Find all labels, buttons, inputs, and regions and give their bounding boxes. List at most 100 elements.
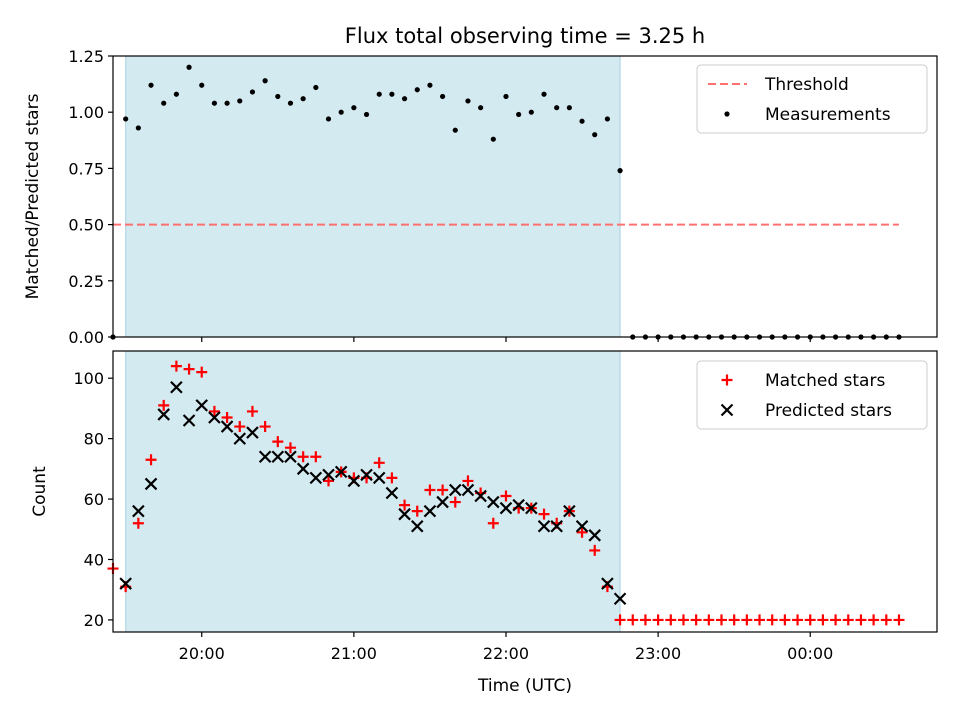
predicted-star-marker	[499, 501, 513, 515]
matched-star-marker	[842, 614, 854, 626]
legend-swatch	[720, 403, 734, 417]
matched-star-marker	[677, 614, 689, 626]
matched-star-marker	[639, 614, 651, 626]
measurement-point	[186, 64, 192, 70]
matched-star-marker	[500, 490, 512, 502]
matched-star-marker	[715, 614, 727, 626]
matched-star-marker	[703, 614, 715, 626]
matched-star-marker	[804, 614, 816, 626]
x-tick-label: 21:00	[331, 644, 377, 663]
measurement-point	[440, 93, 446, 100]
matched-star-marker	[538, 508, 550, 520]
matched-star-marker	[145, 454, 157, 466]
measurement-point	[325, 116, 332, 122]
predicted-star-marker	[436, 495, 449, 509]
matched-star-marker	[779, 614, 791, 626]
y-tick-label: 1.25	[68, 47, 104, 66]
matched-star-marker	[208, 405, 220, 417]
measurement-point	[338, 109, 344, 115]
matched-star-marker	[576, 526, 588, 538]
predicted-star-marker	[157, 408, 170, 421]
matched-star-marker	[310, 451, 322, 463]
predicted-star-marker	[537, 519, 551, 533]
predicted-star-marker	[296, 462, 310, 476]
x-tick-label: 00:00	[787, 644, 833, 663]
legend-label: Matched stars	[765, 371, 885, 391]
predicted-star-marker	[284, 450, 297, 464]
predicted-star-marker	[550, 519, 563, 533]
matched-star-marker	[221, 411, 233, 423]
matched-star-marker	[487, 517, 499, 529]
matched-star-marker	[132, 517, 144, 529]
matched-star-marker	[158, 399, 170, 411]
matched-star-marker	[297, 451, 309, 463]
measurement-point	[123, 116, 129, 122]
observing-window-band	[125, 56, 621, 337]
measurement-point	[275, 93, 281, 100]
x-tick-label: 20:00	[179, 644, 225, 663]
measurement-point	[579, 118, 585, 124]
legend-label: Measurements	[765, 105, 891, 125]
matched-star-marker	[259, 421, 271, 433]
matched-star-marker	[728, 614, 740, 626]
matched-star-marker	[652, 614, 664, 626]
x-tick-label: 23:00	[635, 644, 681, 663]
measurement-point	[503, 93, 509, 100]
chart-title: Flux total observing time = 3.25 h	[345, 24, 705, 48]
predicted-star-marker	[563, 504, 576, 518]
measurement-point	[363, 111, 370, 118]
y-tick-label: 0.50	[68, 216, 104, 235]
predicted-star-marker	[360, 468, 373, 482]
measurement-point	[287, 100, 294, 106]
measurement-point	[148, 82, 154, 88]
plot-frame	[112, 350, 938, 633]
matched-star-marker	[411, 505, 423, 517]
matched-star-marker	[170, 360, 182, 372]
predicted-star-marker	[334, 465, 348, 479]
matched-star-marker	[690, 614, 702, 626]
predicted-star-marker	[258, 450, 272, 464]
predicted-star-marker	[398, 507, 411, 521]
measurement-point	[490, 136, 496, 142]
matched-star-marker	[614, 614, 626, 626]
predicted-star-marker	[474, 489, 487, 503]
measurement-point	[604, 116, 611, 122]
measurement-point	[427, 82, 433, 88]
predicted-star-marker	[309, 471, 323, 485]
matched-star-marker	[323, 475, 335, 487]
measurement-point	[351, 105, 357, 111]
matched-star-marker	[754, 614, 766, 626]
predicted-star-marker	[347, 474, 361, 488]
legend-label: Threshold	[764, 75, 849, 95]
matched-star-marker	[246, 405, 258, 417]
predicted-star-marker	[220, 420, 234, 433]
matched-star-marker	[855, 614, 867, 626]
matched-star-marker	[437, 484, 449, 496]
legend-box	[696, 64, 928, 134]
predicted-star-marker	[170, 380, 183, 394]
predicted-star-marker	[448, 483, 462, 497]
predicted-star-marker	[461, 483, 475, 497]
x-tick-label: 22:00	[483, 644, 529, 663]
measurement-point	[211, 100, 218, 106]
measurement-point	[376, 91, 382, 97]
matched-star-marker	[399, 499, 411, 511]
legend-label: Predicted stars	[765, 401, 892, 421]
matched-star-marker	[766, 614, 778, 626]
measurement-point	[414, 87, 420, 93]
measurement-point	[313, 84, 319, 91]
y-tick-label: 0.00	[68, 328, 104, 347]
predicted-star-marker	[208, 411, 221, 424]
measurement-point	[199, 82, 205, 88]
predicted-star-marker	[144, 477, 158, 491]
measurement-point	[389, 91, 395, 97]
predicted-star-marker	[233, 432, 247, 445]
predicted-star-marker	[322, 468, 335, 482]
measurement-point	[161, 100, 167, 106]
predicted-star-marker	[525, 501, 538, 515]
y-tick-label: 60	[84, 490, 104, 509]
y-axis-label: Matched/Predicted stars	[23, 93, 43, 299]
measurement-point	[465, 98, 471, 104]
predicted-star-marker	[487, 495, 500, 509]
